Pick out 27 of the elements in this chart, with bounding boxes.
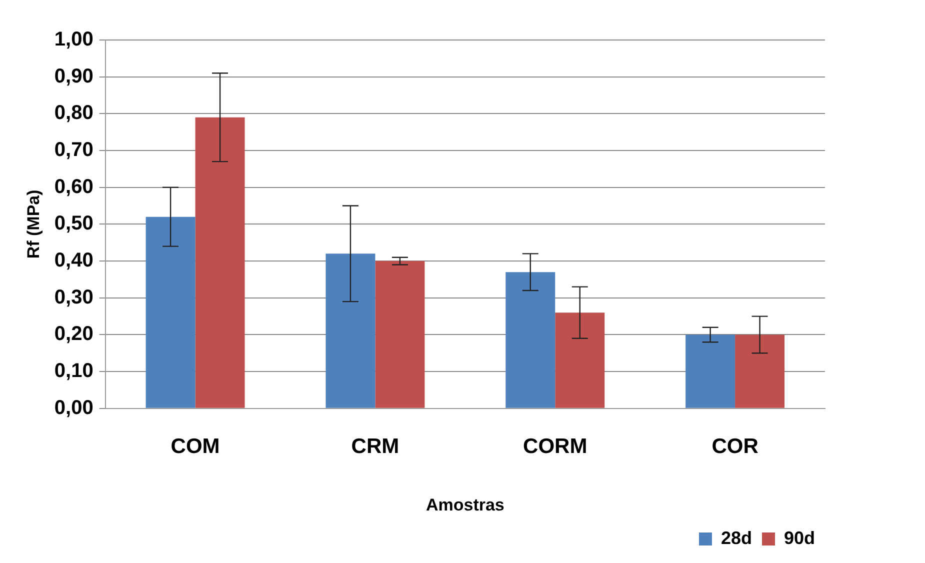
bar: [506, 272, 556, 408]
x-axis-title: Amostras: [426, 495, 504, 514]
bar: [555, 312, 605, 408]
y-tick-label: 0,00: [54, 396, 94, 419]
y-tick-label: 0,50: [54, 212, 94, 235]
bar: [375, 261, 425, 408]
y-tick-label: 1,00: [54, 28, 94, 51]
y-tick-label: 0,70: [54, 139, 94, 162]
bar: [195, 117, 245, 408]
y-tick-label: 0,40: [54, 250, 94, 272]
bar: [686, 334, 736, 408]
x-tick-label: COM: [170, 434, 220, 458]
y-tick-label: 0,30: [54, 286, 94, 308]
bar: [146, 216, 196, 408]
y-tick-label: 0,90: [54, 65, 94, 88]
y-tick-label: 0,20: [54, 323, 94, 346]
x-tick-label: CORM: [523, 434, 588, 458]
y-tick-label: 0,10: [54, 360, 94, 382]
bar: [326, 254, 376, 408]
x-tick-label: CRM: [351, 434, 400, 458]
bar: [735, 334, 785, 408]
y-tick-label: 0,80: [54, 102, 94, 124]
legend-label: 90d: [784, 528, 816, 548]
y-axis-title: Rf (MPa): [24, 190, 43, 259]
x-tick-label: COR: [712, 434, 758, 458]
legend-label: 28d: [720, 528, 752, 548]
y-tick-label: 0,60: [54, 176, 94, 198]
